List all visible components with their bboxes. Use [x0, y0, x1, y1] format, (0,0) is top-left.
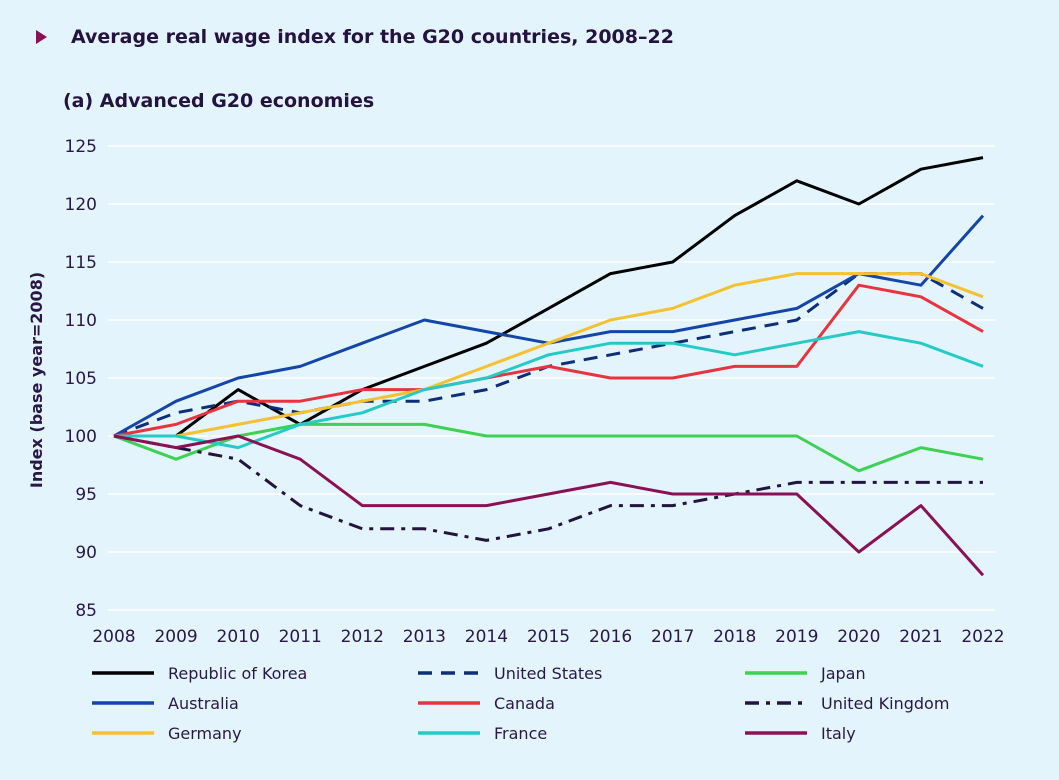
x-tick-label: 2012: [341, 627, 384, 647]
series-line-australia: [113, 214, 985, 438]
y-tick-label: 100: [65, 427, 97, 447]
legend-swatch: [418, 671, 480, 675]
legend-swatch: [418, 731, 480, 735]
legend-item: Canada: [418, 693, 555, 713]
x-tick-label: 2009: [154, 627, 197, 647]
x-tick-label: 2015: [527, 627, 570, 647]
figure-title: Average real wage index for the G20 coun…: [36, 26, 674, 48]
x-axis-ticks: 2008 2009 2010 2011 2012 2013 2014 2015 2016 2017…: [92, 627, 1004, 647]
series-lines: [113, 156, 985, 577]
x-tick-label: 2010: [217, 627, 260, 647]
legend-label: Italy: [821, 723, 856, 743]
series-line-republic-of-korea: [114, 156, 984, 438]
series-line-germany: [114, 272, 984, 438]
legend-item: Italy: [745, 723, 856, 743]
x-tick-label: 2021: [899, 627, 942, 647]
legend-item: Republic of Korea: [92, 663, 307, 683]
legend-label: United States: [494, 663, 603, 683]
legend-label: Canada: [494, 693, 555, 713]
legend-label: Japan: [821, 663, 866, 683]
legend-item: Australia: [92, 693, 239, 713]
x-tick-label: 2018: [713, 627, 756, 647]
y-tick-label: 125: [65, 137, 97, 157]
legend-item: Germany: [92, 723, 242, 743]
y-tick-label: 120: [65, 195, 97, 215]
legend-item: United Kingdom: [745, 693, 949, 713]
x-tick-label: 2014: [465, 627, 508, 647]
legend-item: Japan: [745, 663, 866, 683]
x-tick-label: 2019: [775, 627, 818, 647]
legend-swatch: [92, 701, 154, 705]
legend-label: Germany: [168, 723, 242, 743]
y-axis-label: Index (base year=2008): [27, 272, 46, 488]
y-tick-label: 95: [75, 485, 97, 505]
legend-item: France: [418, 723, 547, 743]
series-line-united-kingdom: [113, 434, 983, 542]
legend-label: France: [494, 723, 548, 743]
y-axis-ticks: 85 90 95 100 105 110 115 120 125: [65, 137, 97, 621]
legend-item: United States: [418, 663, 602, 683]
legend-label: United Kingdom: [821, 693, 950, 713]
x-tick-label: 2016: [589, 627, 632, 647]
title-triangle-icon: [36, 30, 47, 44]
legend-swatch: [745, 671, 807, 675]
series-line-japan: [113, 422, 984, 473]
series-line-france: [114, 330, 984, 450]
x-tick-label: 2020: [837, 627, 880, 647]
x-tick-label: 2011: [279, 627, 322, 647]
y-tick-label: 85: [75, 601, 97, 621]
figure-title-text: Average real wage index for the G20 coun…: [71, 26, 674, 48]
legend-swatch: [745, 731, 807, 735]
x-tick-label: 2013: [403, 627, 446, 647]
line-chart: 85 90 95 100 105 110 115 120 125 2008 2009 2010 201…: [27, 137, 1005, 647]
legend-swatch: [92, 671, 154, 675]
legend-label: Australia: [168, 693, 239, 713]
chart-subtitle: (a) Advanced G20 economies: [63, 90, 375, 112]
legend-label: Republic of Korea: [168, 663, 308, 683]
series-line-canada: [113, 283, 984, 438]
y-tick-label: 110: [65, 311, 97, 331]
legend-swatch: [92, 731, 154, 735]
y-tick-label: 115: [65, 253, 97, 273]
legend-swatch: [418, 701, 480, 705]
x-tick-label: 2017: [651, 627, 694, 647]
legend-swatch: [745, 701, 807, 705]
x-tick-label: 2022: [961, 627, 1004, 647]
x-tick-label: 2008: [92, 627, 135, 647]
y-tick-label: 90: [75, 543, 97, 563]
series-line-italy: [113, 434, 985, 577]
y-tick-label: 105: [65, 369, 97, 389]
